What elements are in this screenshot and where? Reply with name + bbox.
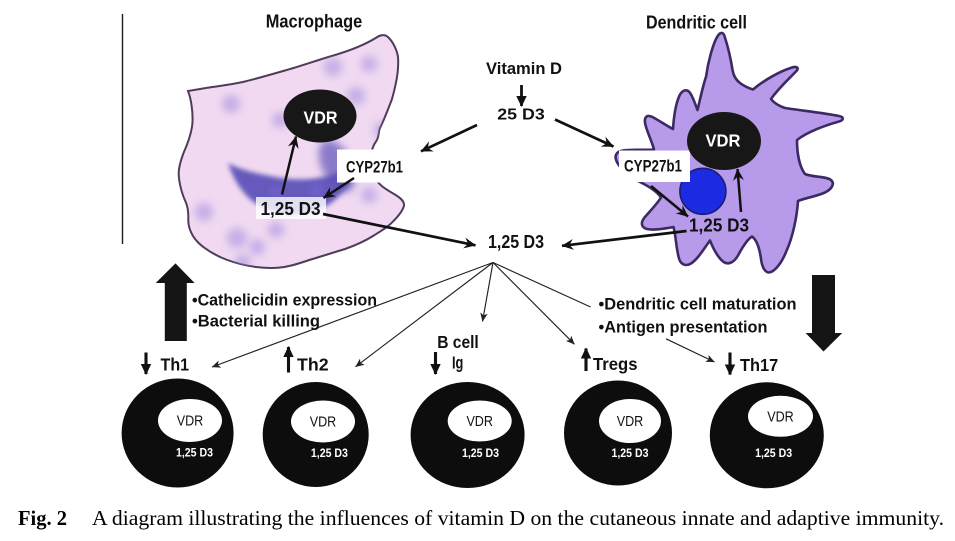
svg-text:B cell: B cell [437,332,479,352]
svg-text:1,25 D3: 1,25 D3 [755,448,792,460]
svg-text:•Bacterial killing: •Bacterial killing [192,312,320,331]
svg-text:VDR: VDR [304,108,338,128]
svg-text:Ig: Ig [452,353,463,373]
svg-text:•Cathelicidin expression: •Cathelicidin expression [192,291,377,310]
svg-text:CYP27b1: CYP27b1 [346,158,403,176]
svg-text:•Dendritic cell maturation: •Dendritic cell maturation [599,295,797,314]
svg-text:Macrophage: Macrophage [266,12,363,32]
svg-text:VDR: VDR [310,414,337,431]
svg-text:Th1: Th1 [161,354,190,374]
svg-text:25 D3: 25 D3 [497,107,545,124]
svg-text:1,25 D3: 1,25 D3 [462,448,499,460]
svg-text:Fig. 2: Fig. 2 [18,506,67,530]
svg-text:VDR: VDR [466,413,493,430]
svg-text:VDR: VDR [767,409,794,426]
svg-text:Dendritic cell: Dendritic cell [646,13,747,33]
svg-text:Th2: Th2 [297,354,329,374]
svg-text:VDR: VDR [617,413,644,430]
svg-text:•Antigen presentation: •Antigen presentation [599,318,768,337]
svg-text:A diagram illustrating the inf: A diagram illustrating the influences of… [92,506,944,530]
svg-text:VDR: VDR [177,413,204,430]
svg-text:1,25 D3: 1,25 D3 [612,448,649,460]
svg-text:1,25 D3: 1,25 D3 [261,199,321,219]
svg-text:Th17: Th17 [740,355,778,375]
svg-text:CYP27b1: CYP27b1 [624,158,682,176]
svg-text:VDR: VDR [706,131,741,151]
svg-text:1,25 D3: 1,25 D3 [488,232,544,252]
svg-text:1,25 D3: 1,25 D3 [311,448,348,460]
svg-text:1,25 D3: 1,25 D3 [689,216,749,236]
svg-text:Tregs: Tregs [593,354,638,374]
svg-text:1,25 D3: 1,25 D3 [176,448,213,460]
svg-text:Vitamin D: Vitamin D [486,60,562,78]
